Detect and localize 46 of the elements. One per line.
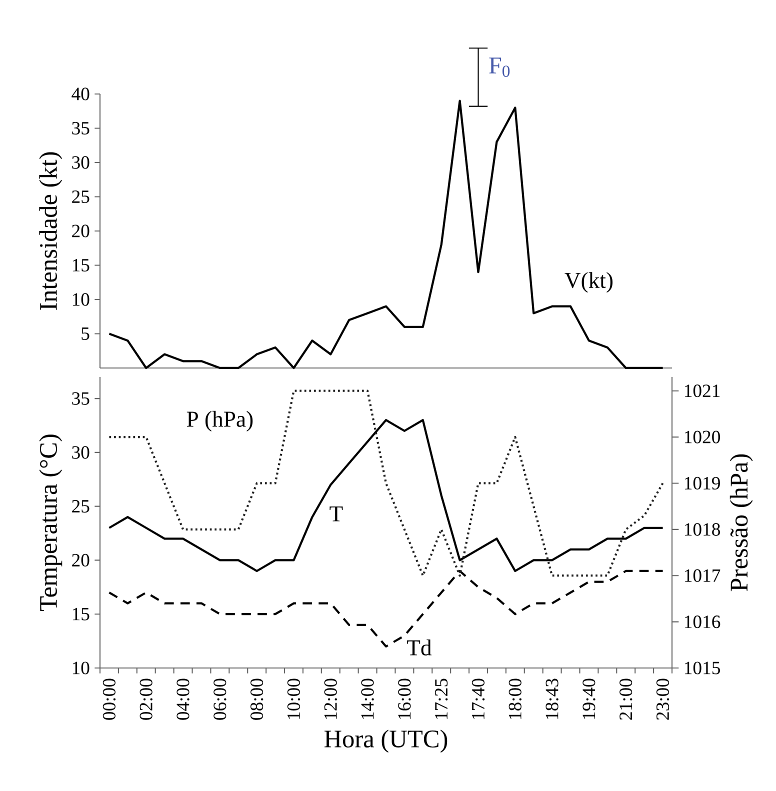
y2-tick-label: 1018	[685, 523, 720, 536]
x-tick-label: 08:00	[250, 678, 264, 720]
y2-tick-label: 1021	[685, 384, 720, 398]
x-tick-label: 17:40	[472, 678, 485, 719]
y2-tick-label: 1017	[685, 569, 720, 582]
y-tick-label: 10	[72, 293, 90, 306]
series-label: T	[330, 506, 343, 522]
y-tick-label: 20	[72, 224, 90, 238]
x-tick-label: 18:43	[546, 678, 558, 719]
y-tick-label: 25	[72, 190, 90, 204]
y-tick-label: 10	[72, 662, 90, 674]
series-label: P (hPa)	[186, 410, 253, 432]
y2-axis-title: Pressão (hPa)	[730, 454, 753, 592]
x-tick-label: 18:00	[508, 678, 522, 719]
y-tick-label: 40	[72, 88, 90, 100]
x-tick-label: 16:00	[398, 678, 411, 719]
x-tick-label: 10:00	[287, 678, 300, 719]
y-tick-label: 30	[72, 446, 90, 459]
x-tick-label: 04:00	[176, 678, 190, 720]
y-axis-title: Intensidade (kt)	[39, 152, 62, 310]
series-label: V(kt)	[564, 272, 613, 293]
x-tick-label: 06:00	[214, 678, 226, 720]
y-tick-label: 15	[72, 608, 90, 620]
x-tick-label: 12:00	[324, 678, 337, 719]
y2-tick-label: 1015	[685, 662, 720, 674]
x-tick-label: 14:00	[361, 678, 374, 719]
text: F$_{0}$	[489, 58, 510, 77]
y-axis-title: Temperatura (°C)	[39, 434, 62, 611]
y-tick-label: 35	[72, 392, 90, 405]
y2-tick-label: 1016	[685, 616, 720, 628]
x-tick-label: 17:25	[435, 678, 448, 719]
x-tick-label: 19:40	[582, 678, 596, 719]
y-tick-label: 30	[72, 156, 90, 169]
y2-tick-label: 1020	[685, 430, 720, 444]
y-tick-label: 20	[72, 554, 90, 567]
x-tick-label: 00:00	[102, 678, 116, 720]
y-tick-label: 5	[82, 328, 90, 340]
y-tick-label: 15	[72, 258, 90, 272]
x-tick-label: 02:00	[140, 678, 152, 720]
x-axis-title: Hora (UTC)	[324, 730, 448, 753]
x-tick-label: 23:00	[656, 678, 670, 720]
y-tick-label: 25	[72, 500, 90, 513]
y-tick-label: 35	[72, 122, 90, 135]
series-label: Td	[407, 640, 432, 656]
x-tick-label: 21:00	[620, 678, 632, 720]
y2-tick-label: 1019	[685, 476, 720, 490]
